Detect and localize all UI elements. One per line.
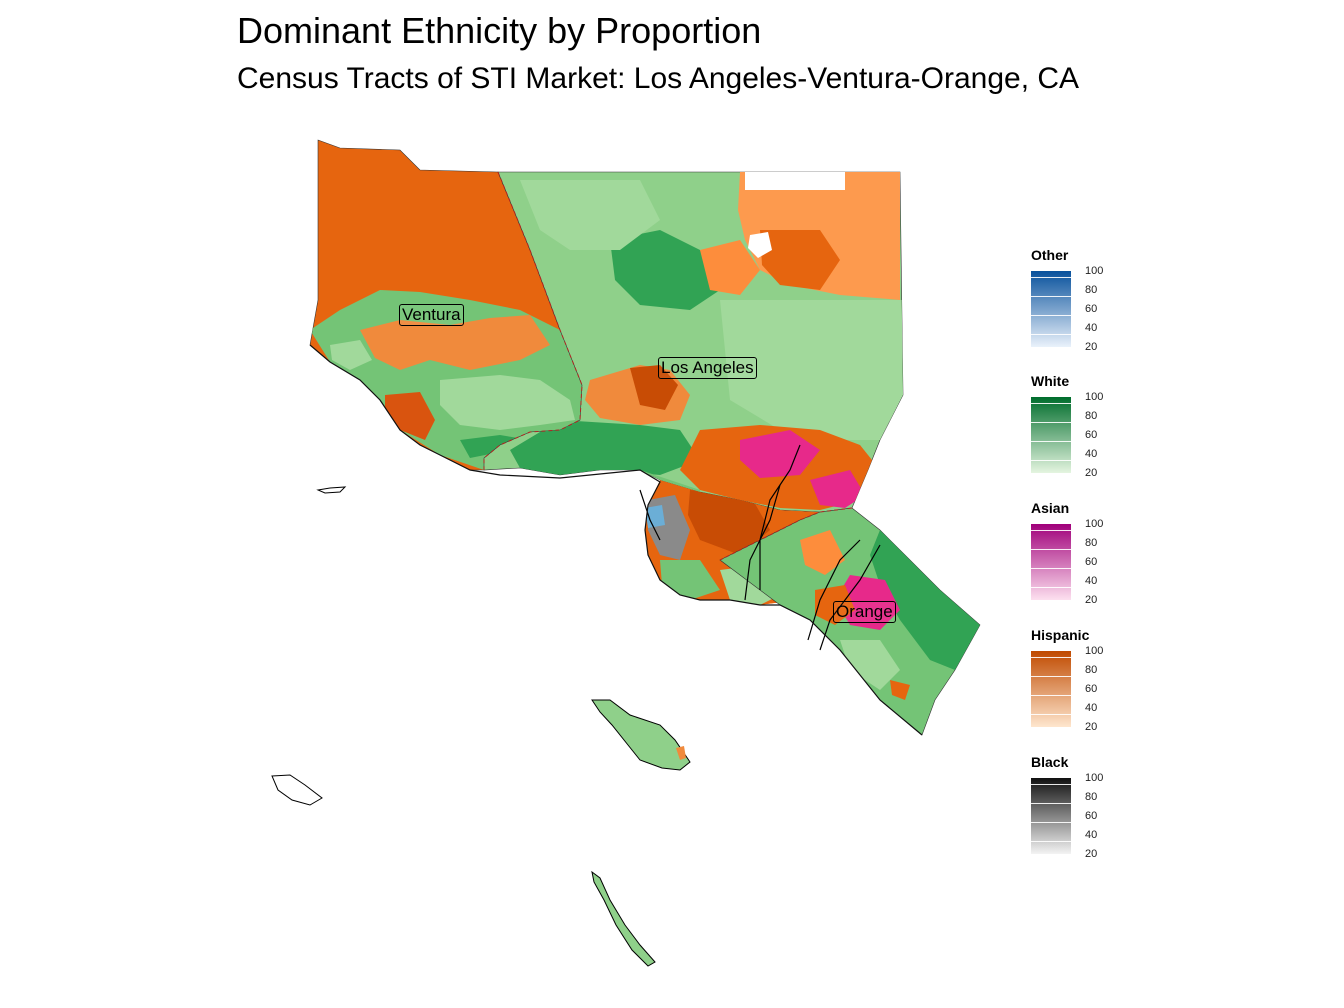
channel-islands — [271, 486, 691, 967]
legend-tick-label: 60 — [1085, 683, 1098, 695]
legend-hispanic: Hispanic 100 80 60 40 20 — [1031, 627, 1141, 745]
legend-white: White 100 80 60 40 20 — [1031, 373, 1141, 491]
legend-tick-mark — [1031, 587, 1071, 588]
orange-label: Orange — [833, 601, 896, 623]
legend-tick-label: 40 — [1085, 829, 1098, 841]
orange-county — [719, 507, 981, 736]
legend-bar-black — [1031, 778, 1071, 861]
legend-tick-mark — [1031, 530, 1071, 531]
legend-tick-label: 20 — [1085, 341, 1098, 353]
legend-bar-asian — [1031, 524, 1071, 607]
legend-title-white: White — [1031, 373, 1070, 389]
legend-tick-label: 100 — [1085, 391, 1104, 403]
los-angeles-label: Los Angeles — [658, 357, 757, 379]
coastline — [309, 344, 923, 736]
ventura-county — [309, 139, 583, 471]
legend-title-hispanic: Hispanic — [1031, 627, 1090, 643]
legend-black: Black 100 80 60 40 20 — [1031, 754, 1141, 872]
legend-tick-label: 40 — [1085, 448, 1098, 460]
la-orange-boundary — [719, 507, 853, 561]
legend-title-other: Other — [1031, 247, 1069, 263]
legend-asian: Asian 100 80 60 40 20 — [1031, 500, 1141, 618]
map-subtitle: Census Tracts of STI Market: Los Angeles… — [237, 62, 1080, 95]
legend-tick-mark — [1031, 334, 1071, 335]
legend-tick-mark — [1031, 860, 1071, 861]
legend-tick-label: 100 — [1085, 265, 1104, 277]
legend-tick-label: 60 — [1085, 810, 1098, 822]
legend-tick-mark — [1031, 441, 1071, 442]
legend-tick-mark — [1031, 277, 1071, 278]
legend-bar-hispanic — [1031, 651, 1071, 734]
legend-tick-label: 80 — [1085, 284, 1098, 296]
legend-tick-label: 100 — [1085, 518, 1104, 530]
legend-tick-label: 20 — [1085, 848, 1098, 860]
legend-tick-label: 100 — [1085, 645, 1104, 657]
legend-title-asian: Asian — [1031, 500, 1070, 516]
legend-tick-label: 80 — [1085, 664, 1098, 676]
legend-tick-mark — [1031, 549, 1071, 550]
legend-tick-mark — [1031, 296, 1071, 297]
legend-tick-mark — [1031, 733, 1071, 734]
legend-bar-other — [1031, 271, 1071, 354]
los-angeles-county — [483, 171, 904, 513]
legend-tick-mark — [1031, 657, 1071, 658]
legend-labels-black: 100 80 60 40 20 — [1085, 771, 1135, 861]
legend-tick-label: 40 — [1085, 702, 1098, 714]
legend-tick-label: 80 — [1085, 537, 1098, 549]
legend-labels-white: 100 80 60 40 20 — [1085, 390, 1135, 480]
legend-tick-mark — [1031, 841, 1071, 842]
legend-tick-mark — [1031, 422, 1071, 423]
legend-labels-asian: 100 80 60 40 20 — [1085, 517, 1135, 607]
legend-tick-label: 80 — [1085, 791, 1098, 803]
legend-tick-label: 40 — [1085, 322, 1098, 334]
legend-tick-mark — [1031, 315, 1071, 316]
river-lines — [639, 444, 881, 651]
legend-tick-mark — [1031, 403, 1071, 404]
legend-tick-label: 60 — [1085, 429, 1098, 441]
legend-title-black: Black — [1031, 754, 1069, 770]
legend-tick-mark — [1031, 460, 1071, 461]
legend-tick-mark — [1031, 606, 1071, 607]
legend-labels-hispanic: 100 80 60 40 20 — [1085, 644, 1135, 734]
legend-tick-label: 20 — [1085, 467, 1098, 479]
ventura-la-boundary — [483, 171, 583, 470]
legend-tick-label: 100 — [1085, 772, 1104, 784]
legend-tick-mark — [1031, 479, 1071, 480]
legend-other: Other 100 80 60 40 20 — [1031, 247, 1141, 365]
legend-bar-white — [1031, 397, 1071, 480]
legend-tick-mark — [1031, 714, 1071, 715]
legend-tick-label: 40 — [1085, 575, 1098, 587]
legend-tick-label: 20 — [1085, 721, 1098, 733]
legend-tick-mark — [1031, 676, 1071, 677]
map-title: Dominant Ethnicity by Proportion — [237, 10, 762, 51]
legend-tick-label: 80 — [1085, 410, 1098, 422]
legend-tick-mark — [1031, 822, 1071, 823]
ventura-label: Ventura — [399, 304, 464, 326]
legend-tick-mark — [1031, 784, 1071, 785]
legend-tick-label: 60 — [1085, 303, 1098, 315]
legend-labels-other: 100 80 60 40 20 — [1085, 264, 1135, 354]
legend-tick-mark — [1031, 695, 1071, 696]
legend-tick-mark — [1031, 803, 1071, 804]
legend-tick-mark — [1031, 353, 1071, 354]
legend-tick-mark — [1031, 568, 1071, 569]
legend-tick-label: 60 — [1085, 556, 1098, 568]
legend-tick-label: 20 — [1085, 594, 1098, 606]
